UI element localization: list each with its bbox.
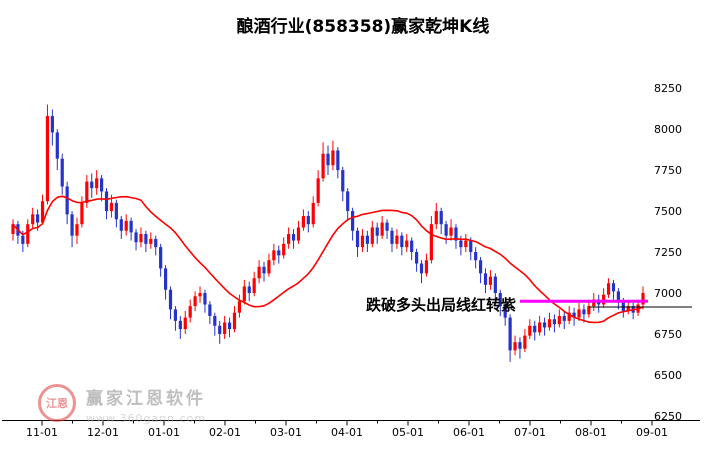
svg-text:04-01: 04-01: [331, 426, 363, 439]
page-title: 酿酒行业(858358)赢家乾坤K线: [236, 17, 490, 37]
svg-text:08-01: 08-01: [575, 426, 607, 439]
watermark-brand: 赢家江恩软件: [86, 389, 206, 409]
svg-text:7000: 7000: [654, 287, 682, 300]
svg-text:01-01: 01-01: [148, 426, 180, 439]
brand-logo-icon: 江恩: [38, 384, 76, 422]
svg-text:8000: 8000: [654, 123, 682, 136]
svg-text:12-01: 12-01: [87, 426, 119, 439]
svg-text:8250: 8250: [654, 82, 682, 95]
svg-text:09-01: 09-01: [636, 426, 668, 439]
svg-text:7500: 7500: [654, 205, 682, 218]
svg-text:07-01: 07-01: [514, 426, 546, 439]
watermark-url: www.360gann.com: [86, 412, 207, 425]
svg-text:03-01: 03-01: [270, 426, 302, 439]
svg-text:6250: 6250: [654, 410, 682, 423]
svg-text:7250: 7250: [654, 246, 682, 259]
svg-text:6750: 6750: [654, 328, 682, 341]
svg-text:05-01: 05-01: [392, 426, 424, 439]
svg-text:6500: 6500: [654, 369, 682, 382]
watermark: 江恩 赢家江恩软件 www.360gann.com: [38, 384, 206, 425]
breakdown-annotation-label: 跌破多头出局线红转紫: [365, 296, 516, 314]
svg-text:7750: 7750: [654, 164, 682, 177]
svg-text:11-01: 11-01: [26, 426, 58, 439]
svg-text:06-01: 06-01: [453, 426, 485, 439]
svg-text:02-01: 02-01: [209, 426, 241, 439]
